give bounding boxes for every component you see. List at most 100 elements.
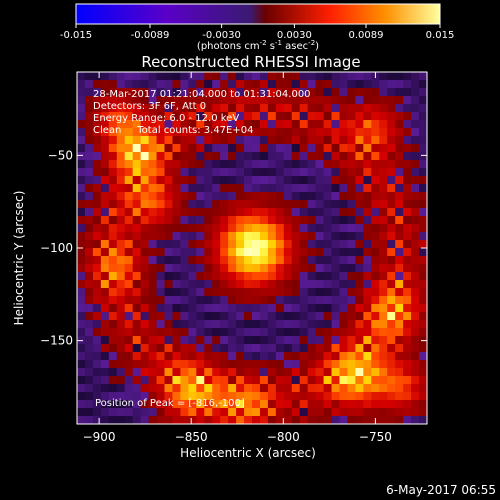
heatmap-cell (212, 376, 221, 385)
heatmap-cell (140, 392, 149, 401)
heatmap-cell (204, 248, 213, 257)
heatmap-cell (92, 408, 102, 417)
heatmap-cell (267, 208, 277, 217)
heatmap-cell (299, 160, 309, 169)
heatmap-cell (283, 368, 293, 377)
heatmap-cell (92, 160, 102, 169)
heatmap-cell (355, 96, 364, 105)
heatmap-cell (371, 176, 380, 185)
heatmap-cell (132, 184, 142, 193)
heatmap-cell (307, 336, 317, 345)
heatmap-cell (323, 152, 332, 161)
heatmap-cell (331, 224, 340, 233)
heatmap-cell (315, 136, 324, 145)
heatmap-cell (172, 112, 181, 121)
heatmap-cell (212, 88, 221, 97)
heatmap-cell (108, 272, 118, 281)
heatmap-cell (275, 328, 285, 337)
heatmap-cell (164, 312, 173, 321)
heatmap-cell (124, 256, 134, 265)
heatmap-cell (164, 328, 173, 337)
heatmap-cell (307, 96, 317, 105)
annotation-energy-range: Energy Range: 6.0 - 12.0 keV (93, 113, 239, 124)
heatmap-cell (108, 328, 118, 337)
heatmap-cell (339, 344, 348, 353)
heatmap-cell (355, 376, 364, 385)
colorbar-tick-label: -0.0089 (131, 30, 170, 41)
heatmap-cell (100, 296, 110, 305)
heatmap-cell (339, 144, 348, 153)
heatmap-cell (228, 304, 237, 313)
heatmap-cell (156, 288, 165, 297)
heatmap-cell (387, 152, 396, 161)
heatmap-cell (228, 144, 237, 153)
heatmap-cell (236, 176, 245, 185)
heatmap-cell (196, 304, 205, 313)
heatmap-cell (267, 256, 277, 265)
heatmap-cell (331, 120, 340, 129)
heatmap-cell (180, 408, 189, 417)
colorbar-tick-label: -0.0030 (202, 30, 241, 41)
heatmap-cell (92, 96, 102, 105)
heatmap-cell (196, 416, 205, 424)
heatmap-cell (395, 144, 404, 153)
heatmap-cell (259, 360, 269, 369)
heatmap-cell (92, 248, 102, 257)
heatmap-cell (196, 168, 205, 177)
heatmap-cell (363, 376, 372, 385)
heatmap-cell (347, 280, 356, 289)
heatmap-cell (196, 352, 205, 361)
heatmap-cell (180, 96, 189, 105)
heatmap-cell (259, 120, 269, 129)
heatmap-cell (180, 216, 189, 225)
heatmap-cell (283, 360, 293, 369)
heatmap-cell (387, 344, 396, 353)
heatmap-cell (180, 248, 189, 257)
heatmap-cell (395, 272, 404, 281)
chart-title: Reconstructed RHESSI Image (141, 53, 360, 71)
heatmap-cell (291, 400, 301, 409)
heatmap-cell (172, 248, 181, 257)
heatmap-cell (339, 160, 348, 169)
heatmap-cell (84, 200, 94, 209)
heatmap-cell (355, 256, 364, 265)
heatmap-cell (77, 248, 86, 257)
heatmap-cell (315, 128, 324, 137)
heatmap-cell (259, 72, 269, 81)
heatmap-cell (291, 280, 301, 289)
heatmap-cell (164, 352, 173, 361)
heatmap-cell (212, 416, 221, 424)
heatmap-cell (108, 144, 118, 153)
heatmap-cell (339, 168, 348, 177)
heatmap-cell (236, 384, 245, 393)
heatmap-cell (220, 328, 229, 337)
heatmap-cell (259, 368, 269, 377)
heatmap-cell (140, 72, 149, 81)
heatmap-cell (132, 352, 142, 361)
heatmap-cell (291, 232, 301, 241)
heatmap-cell (108, 192, 118, 201)
heatmap-cell (395, 120, 404, 129)
heatmap-cell (363, 416, 372, 424)
heatmap-cell (220, 408, 229, 417)
heatmap-cell (108, 304, 118, 313)
heatmap-cell (108, 128, 118, 137)
heatmap-cell (267, 352, 277, 361)
heatmap-cell (204, 304, 213, 313)
heatmap-cell (188, 264, 197, 273)
heatmap-cell (411, 344, 420, 353)
heatmap-cell (132, 200, 142, 209)
heatmap-cell (77, 264, 86, 273)
heatmap-cell (84, 216, 94, 225)
heatmap-cell (291, 336, 301, 345)
heatmap-cell (267, 104, 277, 113)
heatmap-cell (108, 240, 118, 249)
heatmap-cell (92, 128, 102, 137)
heatmap-cell (140, 232, 149, 241)
heatmap-cell (299, 336, 309, 345)
heatmap-cell (92, 312, 102, 321)
heatmap-cell (387, 400, 396, 409)
heatmap-cell (132, 264, 142, 273)
heatmap-cell (323, 184, 332, 193)
heatmap-cell (220, 296, 229, 305)
